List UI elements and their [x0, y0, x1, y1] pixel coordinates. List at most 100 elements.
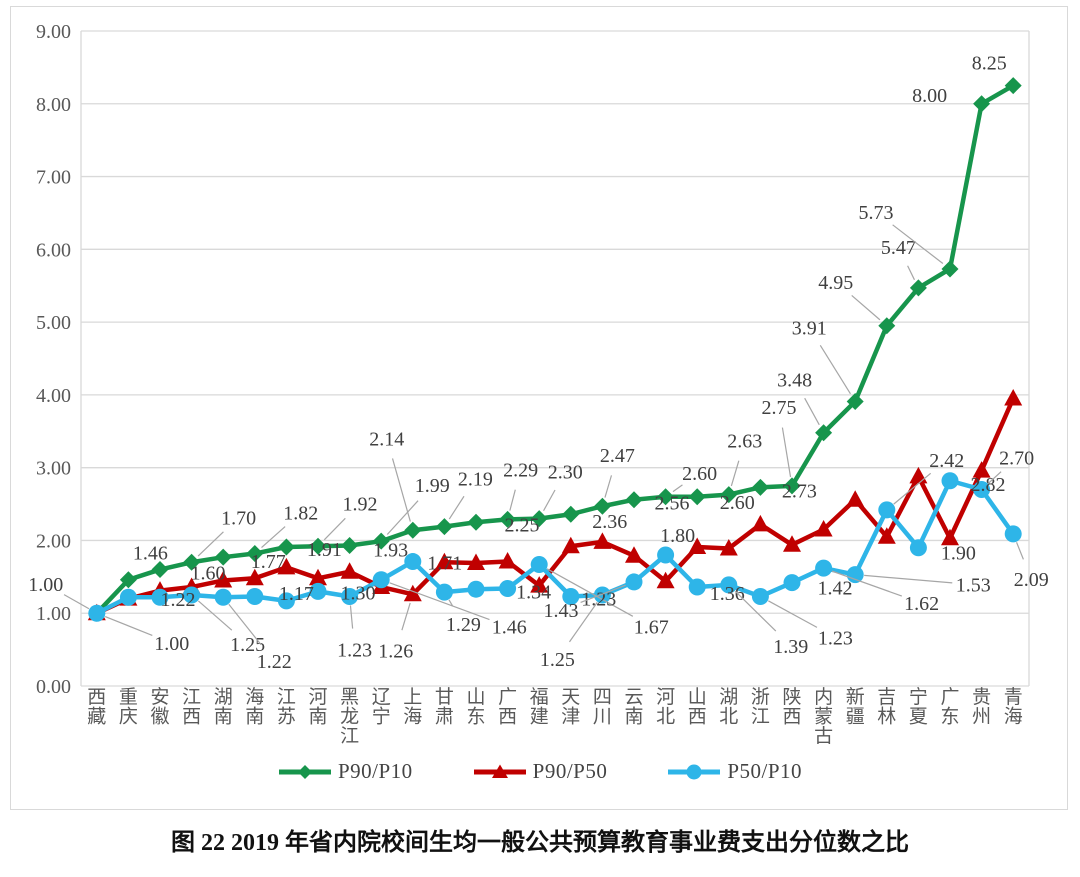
data-label: 2.60	[682, 463, 717, 485]
data-label: 1.36	[710, 583, 745, 605]
data-label: 8.25	[972, 53, 1007, 75]
figure-caption: 图 22 2019 年省内院校间生均一般公共预算教育事业费支出分位数之比	[171, 830, 909, 856]
data-label: 2.47	[600, 445, 635, 467]
data-label: 1.30	[341, 582, 376, 604]
x-axis-tick-label: 广西	[498, 686, 517, 727]
data-label: 1.34	[516, 581, 551, 603]
data-label: 1.91	[307, 539, 342, 561]
legend-item-p50p10: P50/P10	[665, 759, 802, 784]
chart-frame: 0.00 1.00 2.00 3.00 4.00 5.00 6.00 7.00 8.00 9.00…	[10, 6, 1068, 810]
data-label: 1.46	[492, 617, 527, 639]
x-axis-tick-label: 广东	[940, 686, 959, 727]
x-axis-tick-label: 四川	[593, 687, 612, 727]
data-label: 5.47	[881, 237, 916, 259]
x-axis-tick-label: 上海	[403, 686, 422, 727]
data-label: 3.48	[777, 370, 812, 392]
y-axis-tick-label: 0.00	[36, 676, 71, 698]
x-axis-tick-label: 浙江	[751, 686, 770, 727]
x-axis-tick-label: 重庆	[119, 686, 138, 727]
data-label: 2.82	[971, 474, 1006, 496]
x-axis-tick-label: 辽宁	[372, 686, 391, 727]
data-label: 2.56	[655, 493, 690, 515]
data-label: 3.91	[792, 317, 827, 339]
data-label: 2.70	[999, 448, 1034, 470]
y-axis-tick-label: 4.00	[36, 385, 71, 407]
x-axis-tick-label: 海南	[245, 686, 264, 727]
data-label: 8.00	[912, 85, 947, 107]
data-label: 1.43	[544, 600, 579, 622]
data-label: 5.73	[859, 202, 894, 224]
x-axis-tick-label: 宁夏	[909, 686, 928, 727]
red-triangle-line-icon	[473, 764, 526, 778]
y-axis-tick-label: 2.00	[36, 530, 71, 552]
data-label: 1.22	[161, 589, 196, 611]
x-axis-tick-label: 贵州	[972, 686, 991, 727]
blue-circle-line-icon	[668, 764, 721, 779]
data-label: 1.42	[818, 578, 853, 600]
data-label: 1.82	[283, 503, 318, 525]
data-label: 1.60	[191, 563, 226, 585]
legend-label: P90/P50	[532, 759, 608, 783]
x-axis-tick-label: 福建	[530, 686, 549, 727]
data-label: 1.00	[28, 574, 63, 596]
y-axis-tick-label: 7.00	[36, 167, 71, 189]
data-label: 2.60	[720, 492, 755, 514]
data-label: 1.46	[133, 543, 168, 565]
data-label: 1.00	[154, 633, 189, 655]
x-axis-tick-label: 西藏	[87, 687, 106, 727]
y-axis-tick-label: 1.00	[36, 603, 71, 625]
y-axis-tick-label: 3.00	[36, 458, 71, 480]
x-axis-tick-label: 江苏	[277, 686, 296, 727]
data-label: 1.25	[540, 649, 575, 671]
x-axis-tick-label: 青海	[1004, 686, 1023, 727]
x-axis-tick-label: 甘肃	[435, 686, 454, 727]
data-label: 1.99	[415, 475, 450, 497]
y-axis-tick-label: 9.00	[36, 21, 71, 43]
data-label: 1.62	[904, 593, 939, 615]
y-axis-tick-label: 8.00	[36, 94, 71, 116]
x-axis-tick-label: 湖北	[719, 686, 738, 727]
x-axis-tick-label: 天津	[561, 687, 580, 727]
data-label: 2.63	[727, 431, 762, 453]
data-label: 1.23	[818, 627, 853, 649]
data-label: 1.17	[279, 583, 314, 605]
chart-legend: P90/P10 P90/P50 P50/P10	[11, 759, 1067, 784]
x-axis-tick-label: 河北	[656, 686, 675, 727]
data-label: 2.36	[592, 511, 627, 533]
data-label: 1.71	[427, 553, 462, 575]
data-label: 1.70	[221, 507, 256, 529]
x-axis-tick-label: 新疆	[846, 686, 865, 727]
data-label: 2.42	[929, 450, 964, 472]
x-axis-tick-label: 河南	[308, 686, 327, 727]
data-label: 2.25	[505, 514, 540, 536]
x-axis-tick-label: 山东	[466, 686, 485, 727]
data-label: 1.22	[257, 651, 292, 673]
data-label: 2.30	[548, 462, 583, 484]
data-label: 1.92	[343, 493, 378, 515]
data-label: 1.90	[941, 543, 976, 565]
data-label: 2.19	[458, 469, 493, 491]
legend-item-p90p10: P90/P10	[276, 759, 413, 784]
data-label: 1.93	[373, 540, 408, 562]
x-axis-tick-label: 湖南	[214, 686, 233, 727]
y-axis-tick-label: 6.00	[36, 239, 71, 261]
x-axis-tick-label: 黑龙江	[340, 687, 359, 747]
data-label: 4.95	[818, 272, 853, 294]
x-axis-tick-label: 陕西	[782, 686, 801, 727]
legend-item-p90p50: P90/P50	[471, 759, 608, 784]
x-axis-tick-label: 内蒙古	[814, 686, 833, 747]
x-axis-tick-label: 安徽	[150, 686, 169, 727]
data-label: 2.73	[782, 480, 817, 502]
legend-label: P50/P10	[727, 759, 803, 783]
data-label: 1.23	[337, 639, 372, 661]
x-axis-tick-label: 云南	[624, 687, 643, 727]
data-label: 2.14	[369, 428, 404, 450]
data-label: 2.09	[1014, 569, 1049, 591]
line-chart: 0.00 1.00 2.00 3.00 4.00 5.00 6.00 7.00 8.00 9.00…	[28, 21, 1049, 747]
data-label: 1.29	[446, 614, 481, 636]
x-axis-tick-label: 吉林	[877, 686, 896, 727]
data-label: 1.26	[378, 640, 413, 662]
data-label: 2.29	[503, 459, 538, 481]
y-axis-tick-label: 5.00	[36, 312, 71, 334]
